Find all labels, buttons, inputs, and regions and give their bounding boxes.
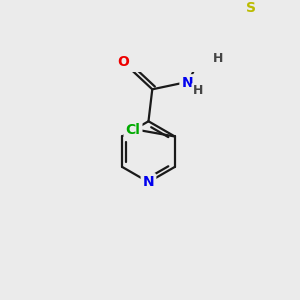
Text: N: N [143, 175, 154, 189]
Text: H: H [193, 84, 203, 97]
Text: N: N [182, 76, 193, 90]
Text: H: H [212, 52, 223, 64]
Text: S: S [246, 1, 256, 15]
Text: Cl: Cl [126, 123, 140, 137]
Text: O: O [117, 55, 129, 69]
